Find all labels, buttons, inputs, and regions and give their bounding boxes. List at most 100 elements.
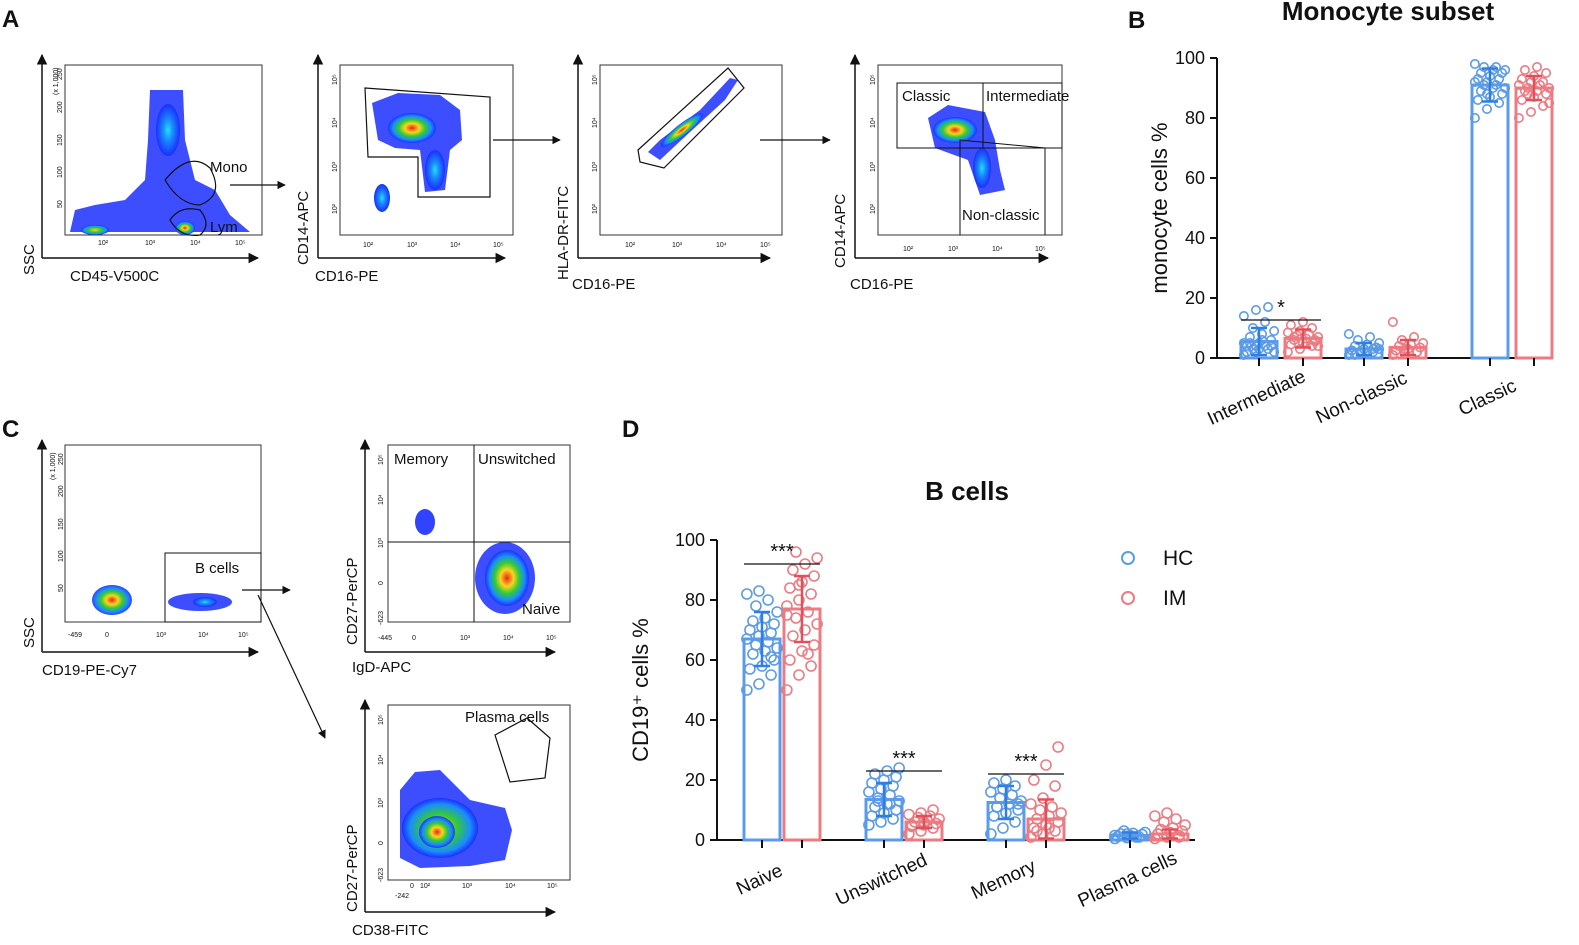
data-point bbox=[1244, 337, 1255, 348]
data-point bbox=[1522, 83, 1533, 94]
bar bbox=[1470, 83, 1510, 360]
data-point bbox=[1049, 780, 1061, 792]
gate-label: Non-classic bbox=[962, 207, 1040, 224]
data-point bbox=[1472, 95, 1483, 106]
data-point bbox=[1538, 101, 1549, 112]
data-point bbox=[988, 777, 1000, 789]
gate-b-cells bbox=[164, 552, 262, 623]
data-point bbox=[869, 768, 881, 780]
data-point bbox=[753, 678, 765, 690]
data-point bbox=[1519, 86, 1530, 97]
data-point bbox=[768, 618, 780, 630]
data-point bbox=[1115, 828, 1127, 840]
data-point bbox=[781, 609, 793, 621]
legend: HC IM bbox=[1121, 547, 1193, 610]
y-tick-label: 0 bbox=[1195, 348, 1205, 368]
data-point bbox=[1034, 804, 1046, 816]
density-hotspot bbox=[661, 113, 703, 147]
y-tick: -623 bbox=[378, 611, 385, 625]
data-point bbox=[802, 648, 814, 660]
x-tick: 10³ bbox=[407, 242, 418, 249]
data-point bbox=[1532, 61, 1543, 72]
y-tick: 10² bbox=[870, 203, 877, 214]
data-point bbox=[1310, 334, 1321, 345]
x-tick: 10⁴ bbox=[198, 632, 209, 639]
x-ticks: -242 0 10² 10³ 10⁴ 10⁵ bbox=[395, 883, 558, 900]
x-tick: -242 bbox=[395, 893, 409, 900]
y-axis-label: SSC bbox=[21, 244, 38, 275]
data-point bbox=[796, 645, 808, 657]
bar bbox=[1514, 86, 1554, 360]
y-ticks: 10⁵ 10⁴ 10³ 10² bbox=[332, 74, 339, 214]
y-tick: 10² bbox=[592, 203, 599, 214]
x-tick: 10³ bbox=[462, 883, 473, 890]
gate-hla-dr bbox=[637, 67, 745, 169]
data-point bbox=[1118, 825, 1130, 837]
flow-plot-a4: Classic Intermediate Non-classic CD14-AP… bbox=[832, 53, 1069, 293]
x-axis-label: CD16-PE bbox=[572, 276, 635, 293]
data-point bbox=[1052, 741, 1064, 753]
bar bbox=[742, 637, 782, 842]
x-tick: 10² bbox=[420, 883, 431, 890]
data-point bbox=[811, 552, 823, 564]
y-tick: 0 bbox=[378, 841, 385, 845]
x-axis-label: CD38-FITC bbox=[352, 922, 429, 939]
data-point bbox=[903, 808, 915, 821]
y-tick: 50 bbox=[58, 584, 65, 592]
data-point bbox=[781, 600, 793, 612]
data-point bbox=[1173, 831, 1185, 843]
data-point bbox=[1294, 343, 1305, 354]
data-point bbox=[1161, 807, 1173, 819]
data-point bbox=[991, 801, 1003, 813]
x-tick: 10⁴ bbox=[992, 246, 1003, 253]
data-point bbox=[1469, 58, 1480, 69]
data-point bbox=[1009, 816, 1021, 828]
x-tick: 0 bbox=[412, 635, 416, 642]
data-point bbox=[784, 654, 796, 666]
data-point bbox=[808, 570, 820, 582]
legend-label-im: IM bbox=[1163, 587, 1186, 610]
density-hotspot bbox=[193, 597, 217, 607]
x-tick: 10⁵ bbox=[1035, 246, 1046, 253]
data-point bbox=[1244, 331, 1255, 342]
data-point bbox=[1028, 774, 1040, 786]
y-tick-label: 60 bbox=[1185, 168, 1205, 188]
data-point bbox=[768, 654, 780, 666]
y-ticks: 250 200 150 100 50 bbox=[58, 453, 65, 592]
data-point bbox=[805, 588, 817, 600]
data-point bbox=[1149, 810, 1161, 822]
y-tick: 200 bbox=[57, 101, 64, 113]
x-tick: 10⁴ bbox=[190, 240, 201, 247]
y-unit: (x 1,000) bbox=[53, 67, 60, 95]
x-tick: -459 bbox=[68, 632, 82, 639]
y-axis-label: monocyte cells % bbox=[1147, 122, 1172, 293]
data-point bbox=[1500, 65, 1511, 76]
y-tick-label: 80 bbox=[1185, 108, 1205, 128]
x-tick: 10⁵ bbox=[493, 242, 504, 249]
data-point bbox=[744, 663, 756, 675]
legend-marker-im bbox=[1121, 591, 1135, 605]
data-point bbox=[927, 804, 939, 816]
x-category-label: Unswitched bbox=[833, 850, 931, 911]
density-hotspot bbox=[92, 585, 132, 615]
data-point bbox=[1513, 113, 1524, 124]
panel-label-b: B bbox=[1128, 7, 1145, 34]
data-point bbox=[1541, 89, 1552, 100]
x-tick: 10² bbox=[625, 242, 636, 249]
data-point bbox=[1475, 86, 1486, 97]
y-tick: 10⁵ bbox=[332, 74, 339, 85]
y-tick: 100 bbox=[58, 550, 65, 562]
data-point bbox=[1418, 337, 1429, 348]
gate-label: Classic bbox=[902, 88, 951, 105]
data-point bbox=[997, 822, 1009, 834]
y-axis-label: CD27-PerCP bbox=[344, 557, 361, 645]
data-point bbox=[741, 684, 753, 696]
x-ticks: -459 0 10³ 10⁴ 10⁵ bbox=[68, 632, 249, 639]
gate-label: Memory bbox=[394, 451, 449, 468]
x-axis-label: CD45-V500C bbox=[70, 268, 159, 285]
gate-mono bbox=[164, 160, 217, 206]
x-tick: 0 bbox=[410, 883, 414, 890]
data-point bbox=[799, 624, 811, 636]
density-cloud bbox=[415, 509, 435, 535]
data-point bbox=[787, 630, 799, 642]
